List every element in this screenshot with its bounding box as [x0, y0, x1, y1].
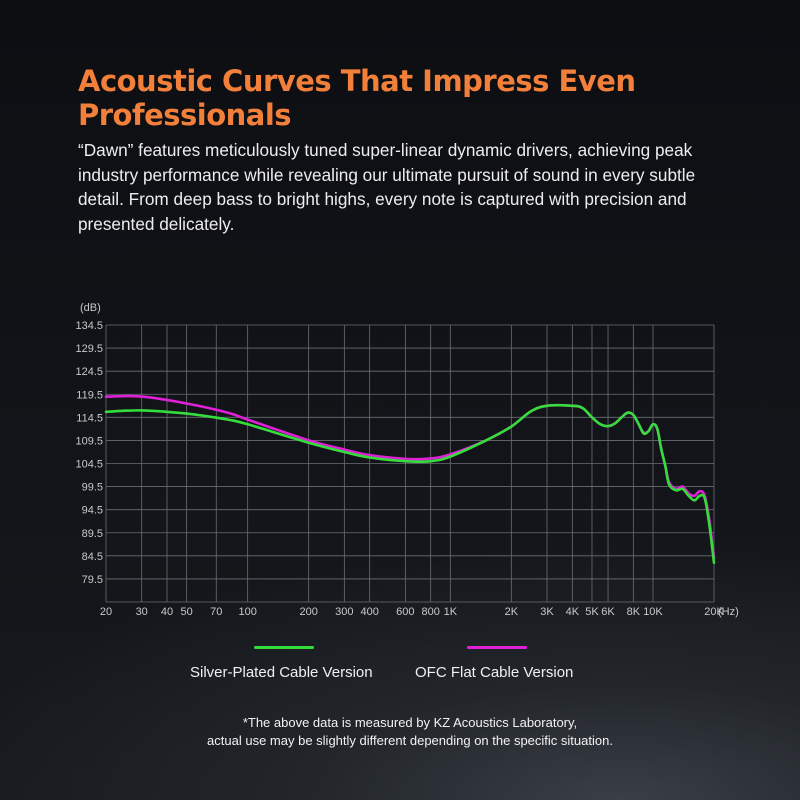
- x-tick-label: 600: [396, 606, 414, 618]
- product-description: “Dawn” features meticulously tuned super…: [78, 140, 696, 234]
- y-tick-label: 79.5: [82, 574, 103, 586]
- y-tick-label: 109.5: [75, 435, 103, 447]
- y-tick-label: 94.5: [82, 505, 103, 517]
- y-tick-label: 104.5: [75, 459, 103, 471]
- x-tick-label: 800: [422, 606, 440, 618]
- x-tick-label: 3K: [540, 606, 554, 618]
- x-tick-label: 200: [299, 606, 317, 618]
- x-tick-label: 1K: [444, 606, 458, 618]
- y-tick-label: 114.5: [76, 412, 103, 424]
- measurement-footnote: *The above data is measured by KZ Acoust…: [140, 714, 680, 750]
- legend-ofc-swatch: [467, 646, 527, 649]
- x-tick-label: 20: [100, 606, 112, 618]
- legend-silver-label: Silver-Plated Cable Version: [190, 664, 373, 681]
- y-tick-label: 124.5: [75, 366, 103, 378]
- chart-labels: 134.5 129.5 124.5 119.5 114.5 109.5 104.5 99.5 9…: [75, 302, 738, 618]
- x-tick-label: 100: [238, 606, 256, 618]
- x-tick-label: 20K: [704, 606, 724, 618]
- y-tick-label: 119.5: [76, 389, 103, 401]
- y-axis-unit: (dB): [80, 302, 101, 314]
- y-tick-label: 99.5: [82, 482, 103, 494]
- y-tick-label: 134.5: [75, 320, 103, 332]
- x-tick-label: 30: [136, 606, 148, 618]
- y-tick-label: 89.5: [82, 528, 103, 540]
- footnote-line-1: *The above data is measured by KZ Acoust…: [242, 715, 578, 730]
- x-tick-label: 300: [335, 606, 353, 618]
- frequency-response-chart: 134.5 129.5 124.5 119.5 114.5 109.5 104.5 99.5 9…: [0, 290, 800, 630]
- y-tick-label: 129.5: [75, 343, 103, 355]
- chart-series: [104, 394, 716, 565]
- x-tick-label: 6K: [601, 606, 615, 618]
- x-tick-label: 5K: [585, 606, 599, 618]
- x-tick-label: 50: [181, 606, 193, 618]
- frequency-response-svg: 134.5 129.5 124.5 119.5 114.5 109.5 104.5 99.5 9…: [75, 302, 738, 618]
- chart-grid: [105, 324, 715, 603]
- footnote-line-2: actual use may be slightly different dep…: [207, 733, 613, 748]
- x-tick-label: 8K: [627, 606, 641, 618]
- x-tick-label: 2K: [505, 606, 519, 618]
- x-tick-label: 40: [161, 606, 173, 618]
- silver-series-line: [104, 403, 716, 565]
- ofc-series-line: [104, 394, 716, 560]
- x-tick-label: 10K: [643, 606, 663, 618]
- x-tick-label: 70: [210, 606, 222, 618]
- x-axis-unit: (Hz): [718, 606, 739, 618]
- y-tick-label: 84.5: [82, 551, 103, 563]
- page-title: Acoustic Curves That Impress Even Profes…: [78, 64, 636, 132]
- legend-silver-swatch: [254, 646, 314, 649]
- x-tick-label: 400: [360, 606, 378, 618]
- legend-ofc-label: OFC Flat Cable Version: [415, 664, 574, 681]
- x-tick-label: 4K: [566, 606, 580, 618]
